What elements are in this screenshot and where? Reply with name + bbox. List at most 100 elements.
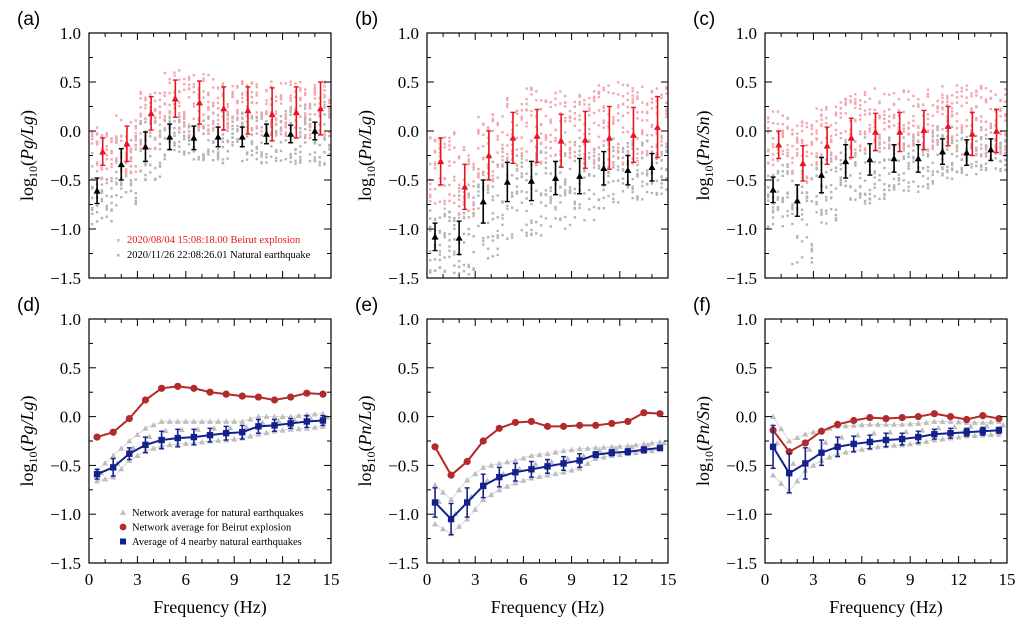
- scatter-dot: [168, 115, 171, 118]
- scatter-dot: [496, 121, 499, 125]
- scatter-dot: [863, 100, 867, 104]
- scatter-dot: [607, 84, 610, 87]
- scatter-dot: [429, 229, 432, 232]
- scatter-dot: [158, 161, 162, 165]
- range-triangle: [504, 458, 511, 465]
- scatter-dot: [294, 162, 297, 165]
- range-triangle: [907, 420, 914, 427]
- scatter-dot: [520, 172, 523, 175]
- y-tick-label: −1.5: [50, 554, 81, 573]
- scatter-dot: [878, 140, 881, 144]
- scatter-dot: [820, 208, 823, 212]
- scatter-dot: [771, 158, 775, 161]
- scatter-dot: [515, 190, 519, 193]
- data-point: [255, 423, 262, 430]
- scatter-dot: [139, 112, 142, 116]
- scatter-dot: [544, 166, 548, 170]
- scatter-dot: [318, 133, 321, 136]
- scatter-dot: [892, 92, 896, 95]
- scatter-dot: [100, 153, 104, 157]
- scatter-dot: [607, 91, 610, 94]
- scatter-dot: [771, 121, 775, 125]
- range-triangle: [279, 427, 286, 433]
- scatter-dot: [231, 92, 234, 96]
- scatter-dot: [539, 123, 543, 126]
- scatter-dot: [260, 153, 263, 156]
- scatter-dot: [892, 113, 896, 117]
- scatter-dot: [955, 126, 959, 130]
- scatter-dot: [815, 129, 818, 132]
- scatter-dot: [236, 128, 239, 131]
- scatter-dot: [844, 101, 847, 105]
- scatter-dot: [641, 150, 644, 154]
- scatter-dot: [124, 170, 128, 173]
- y-tick-label: −0.5: [726, 456, 757, 475]
- scatter-dot: [563, 143, 567, 146]
- scatter-dot: [559, 164, 562, 168]
- scatter-dot: [486, 185, 490, 189]
- scatter-dot: [888, 119, 891, 123]
- scatter-dot: [955, 133, 959, 136]
- scatter-dot: [786, 143, 789, 147]
- range-triangle: [648, 439, 655, 446]
- y-label-paren: (: [693, 445, 714, 451]
- scatter-dot: [255, 126, 258, 130]
- scatter-dot: [825, 136, 828, 140]
- scatter-dot: [472, 165, 475, 169]
- scatter-dot: [965, 124, 968, 128]
- scatter-dot: [863, 130, 867, 133]
- scatter-dot: [979, 120, 983, 123]
- scatter-dot: [153, 91, 157, 95]
- x-tick-label: 12: [274, 570, 291, 589]
- scatter-dot: [182, 77, 186, 81]
- scatter-dot: [182, 122, 186, 126]
- scatter-dot: [820, 124, 823, 127]
- scatter-dot: [878, 146, 881, 150]
- range-triangle: [182, 418, 189, 424]
- scatter-dot: [284, 134, 288, 138]
- scatter-dot: [100, 216, 104, 220]
- range-triangle: [207, 418, 213, 424]
- plot-frame: [426, 318, 669, 564]
- scatter-dot: [212, 104, 215, 108]
- scatter-dot: [212, 140, 215, 143]
- scatter-dot: [873, 87, 876, 90]
- scatter-dot: [467, 263, 470, 267]
- scatter-dot: [883, 194, 886, 197]
- scatter-dot: [535, 151, 538, 154]
- scatter-dot: [907, 155, 910, 158]
- scatter-dot: [501, 115, 504, 118]
- scatter-dot: [771, 216, 775, 219]
- mean-marker: [503, 178, 511, 185]
- scatter-dot: [226, 111, 229, 114]
- range-triangle: [584, 445, 591, 451]
- y-axis-label: log10(Pg/Lg): [17, 395, 40, 486]
- scatter-dot: [303, 91, 307, 95]
- scatter-dot: [95, 133, 99, 136]
- scatter-dot: [660, 140, 663, 143]
- scatter-dot: [907, 164, 910, 168]
- scatter-dot: [477, 190, 480, 193]
- scatter-dot: [655, 193, 658, 196]
- scatter-dot: [902, 110, 905, 114]
- data-point: [158, 384, 166, 392]
- scatter-dot: [979, 137, 983, 141]
- range-triangle: [874, 421, 881, 427]
- y-label-paren: (: [17, 160, 38, 166]
- range-triangle: [472, 506, 479, 512]
- scatter-dot: [563, 227, 567, 230]
- mean-marker: [600, 164, 608, 172]
- scatter-dot: [530, 93, 533, 96]
- scatter-dot: [178, 120, 181, 124]
- scatter-dot: [616, 142, 620, 146]
- scatter-dot: [868, 130, 872, 133]
- scatter-dot: [100, 166, 104, 169]
- scatter-dot: [457, 265, 461, 269]
- scatter-dot: [299, 115, 302, 118]
- scatter-dot: [539, 215, 543, 218]
- scatter-dot: [655, 87, 658, 90]
- scatter-dot: [965, 135, 968, 139]
- scatter-dot: [515, 185, 519, 188]
- mean-marker: [262, 130, 270, 137]
- scatter-dot: [989, 96, 993, 100]
